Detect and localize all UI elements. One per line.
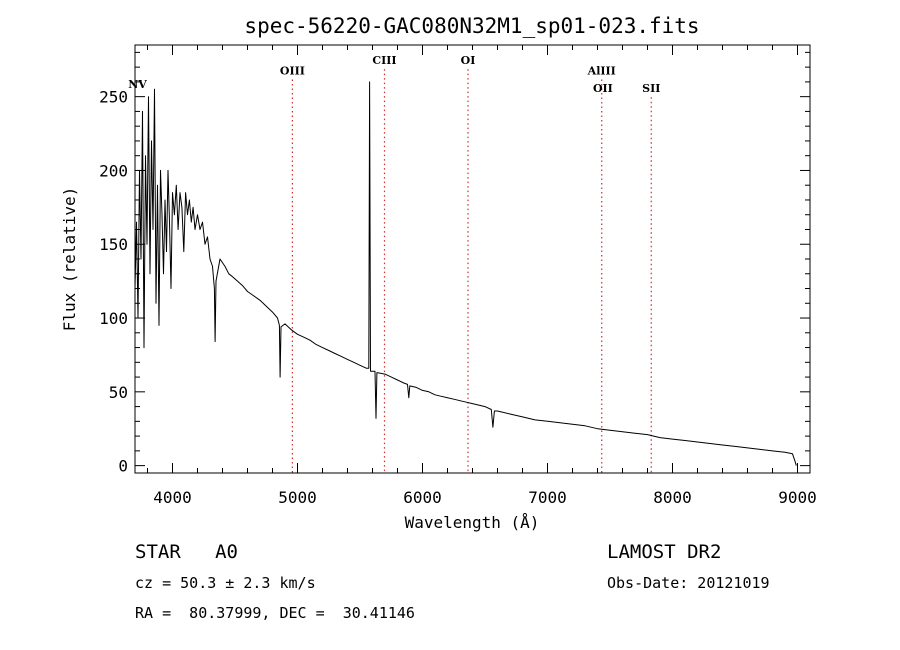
marker-label: CIII xyxy=(372,54,396,67)
marker-label: SII xyxy=(642,82,660,95)
y-tick-label: 50 xyxy=(109,383,128,402)
y-tick-label: 150 xyxy=(99,235,128,254)
chart-title: spec-56220-GAC080N32M1_sp01-023.fits xyxy=(244,14,699,38)
x-tick-label: 5000 xyxy=(278,488,317,507)
marker-label: OII xyxy=(593,82,613,95)
plot-frame xyxy=(134,44,811,474)
x-tick-label: 8000 xyxy=(653,488,692,507)
marker-label: OI xyxy=(461,54,476,67)
marker-label: AlIII xyxy=(587,65,616,78)
y-tick-label: 100 xyxy=(99,309,128,328)
x-axis-label: Wavelength (Å) xyxy=(405,513,540,532)
spectrum-series xyxy=(134,81,797,466)
marker-label: OIII xyxy=(280,65,305,78)
y-axis-label: Flux (relative) xyxy=(60,187,79,332)
x-tick-label: 6000 xyxy=(403,488,442,507)
y-tick-label: 0 xyxy=(118,457,128,476)
emission-line-markers: NV OIII CIII OI AlIII OII SII xyxy=(128,54,660,473)
marker-label: NV xyxy=(128,78,147,91)
x-axis-ticks: 4000 5000 6000 7000 8000 9000 xyxy=(147,45,817,507)
y-tick-label: 250 xyxy=(99,88,128,107)
redshift-velocity: cz = 50.3 ± 2.3 km/s xyxy=(135,574,316,592)
x-tick-label: 4000 xyxy=(153,488,192,507)
survey-name: LAMOST DR2 xyxy=(607,541,722,563)
y-axis-ticks: 0 50 100 150 200 250 xyxy=(99,51,810,476)
x-tick-label: 9000 xyxy=(778,488,817,507)
object-class: STAR A0 xyxy=(135,541,238,563)
observation-date: Obs-Date: 20121019 xyxy=(607,574,770,592)
object-subclass: A0 xyxy=(215,541,238,563)
spectrum-line xyxy=(134,81,797,466)
object-class-label: STAR xyxy=(135,541,181,563)
sky-coordinates: RA = 80.37999, DEC = 30.41146 xyxy=(135,604,415,622)
x-tick-label: 7000 xyxy=(528,488,567,507)
y-tick-label: 200 xyxy=(99,161,128,180)
